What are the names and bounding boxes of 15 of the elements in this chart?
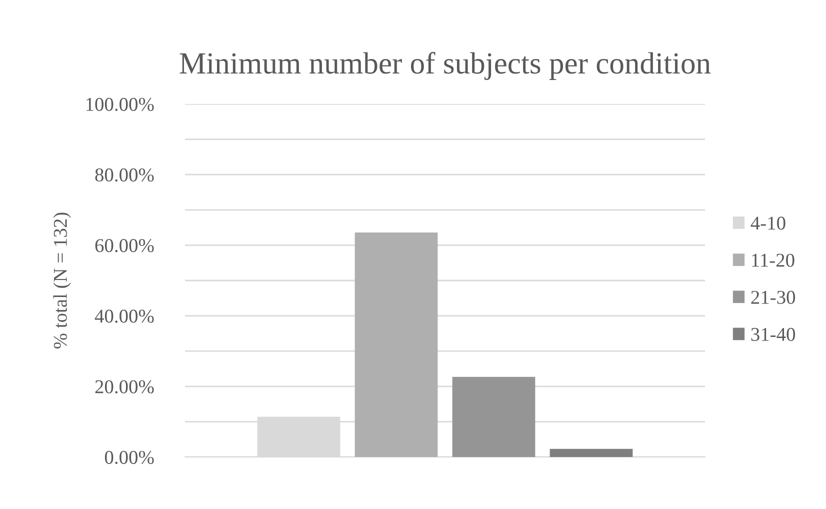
chart-title: Minimum number of subjects per condition: [180, 52, 711, 80]
bar: [354, 232, 438, 457]
y-tick-label: 20.00%: [95, 380, 154, 394]
y-tick-label: 60.00%: [95, 239, 154, 252]
bar: [452, 376, 536, 457]
legend-label: 4-10: [750, 216, 786, 230]
bar: [550, 448, 633, 457]
legend-label: 11-20: [752, 254, 794, 267]
y-tick-label: 40.00%: [94, 310, 154, 323]
y-axis-title: % total (N = 132): [53, 212, 71, 348]
y-tick-label: 100.00%: [86, 98, 154, 112]
y-tick-label: 0.00%: [104, 450, 154, 464]
y-tick-label: 80.00%: [95, 168, 154, 182]
legend-label: 21-30: [751, 290, 796, 304]
legend-label: 31-40: [751, 328, 796, 341]
